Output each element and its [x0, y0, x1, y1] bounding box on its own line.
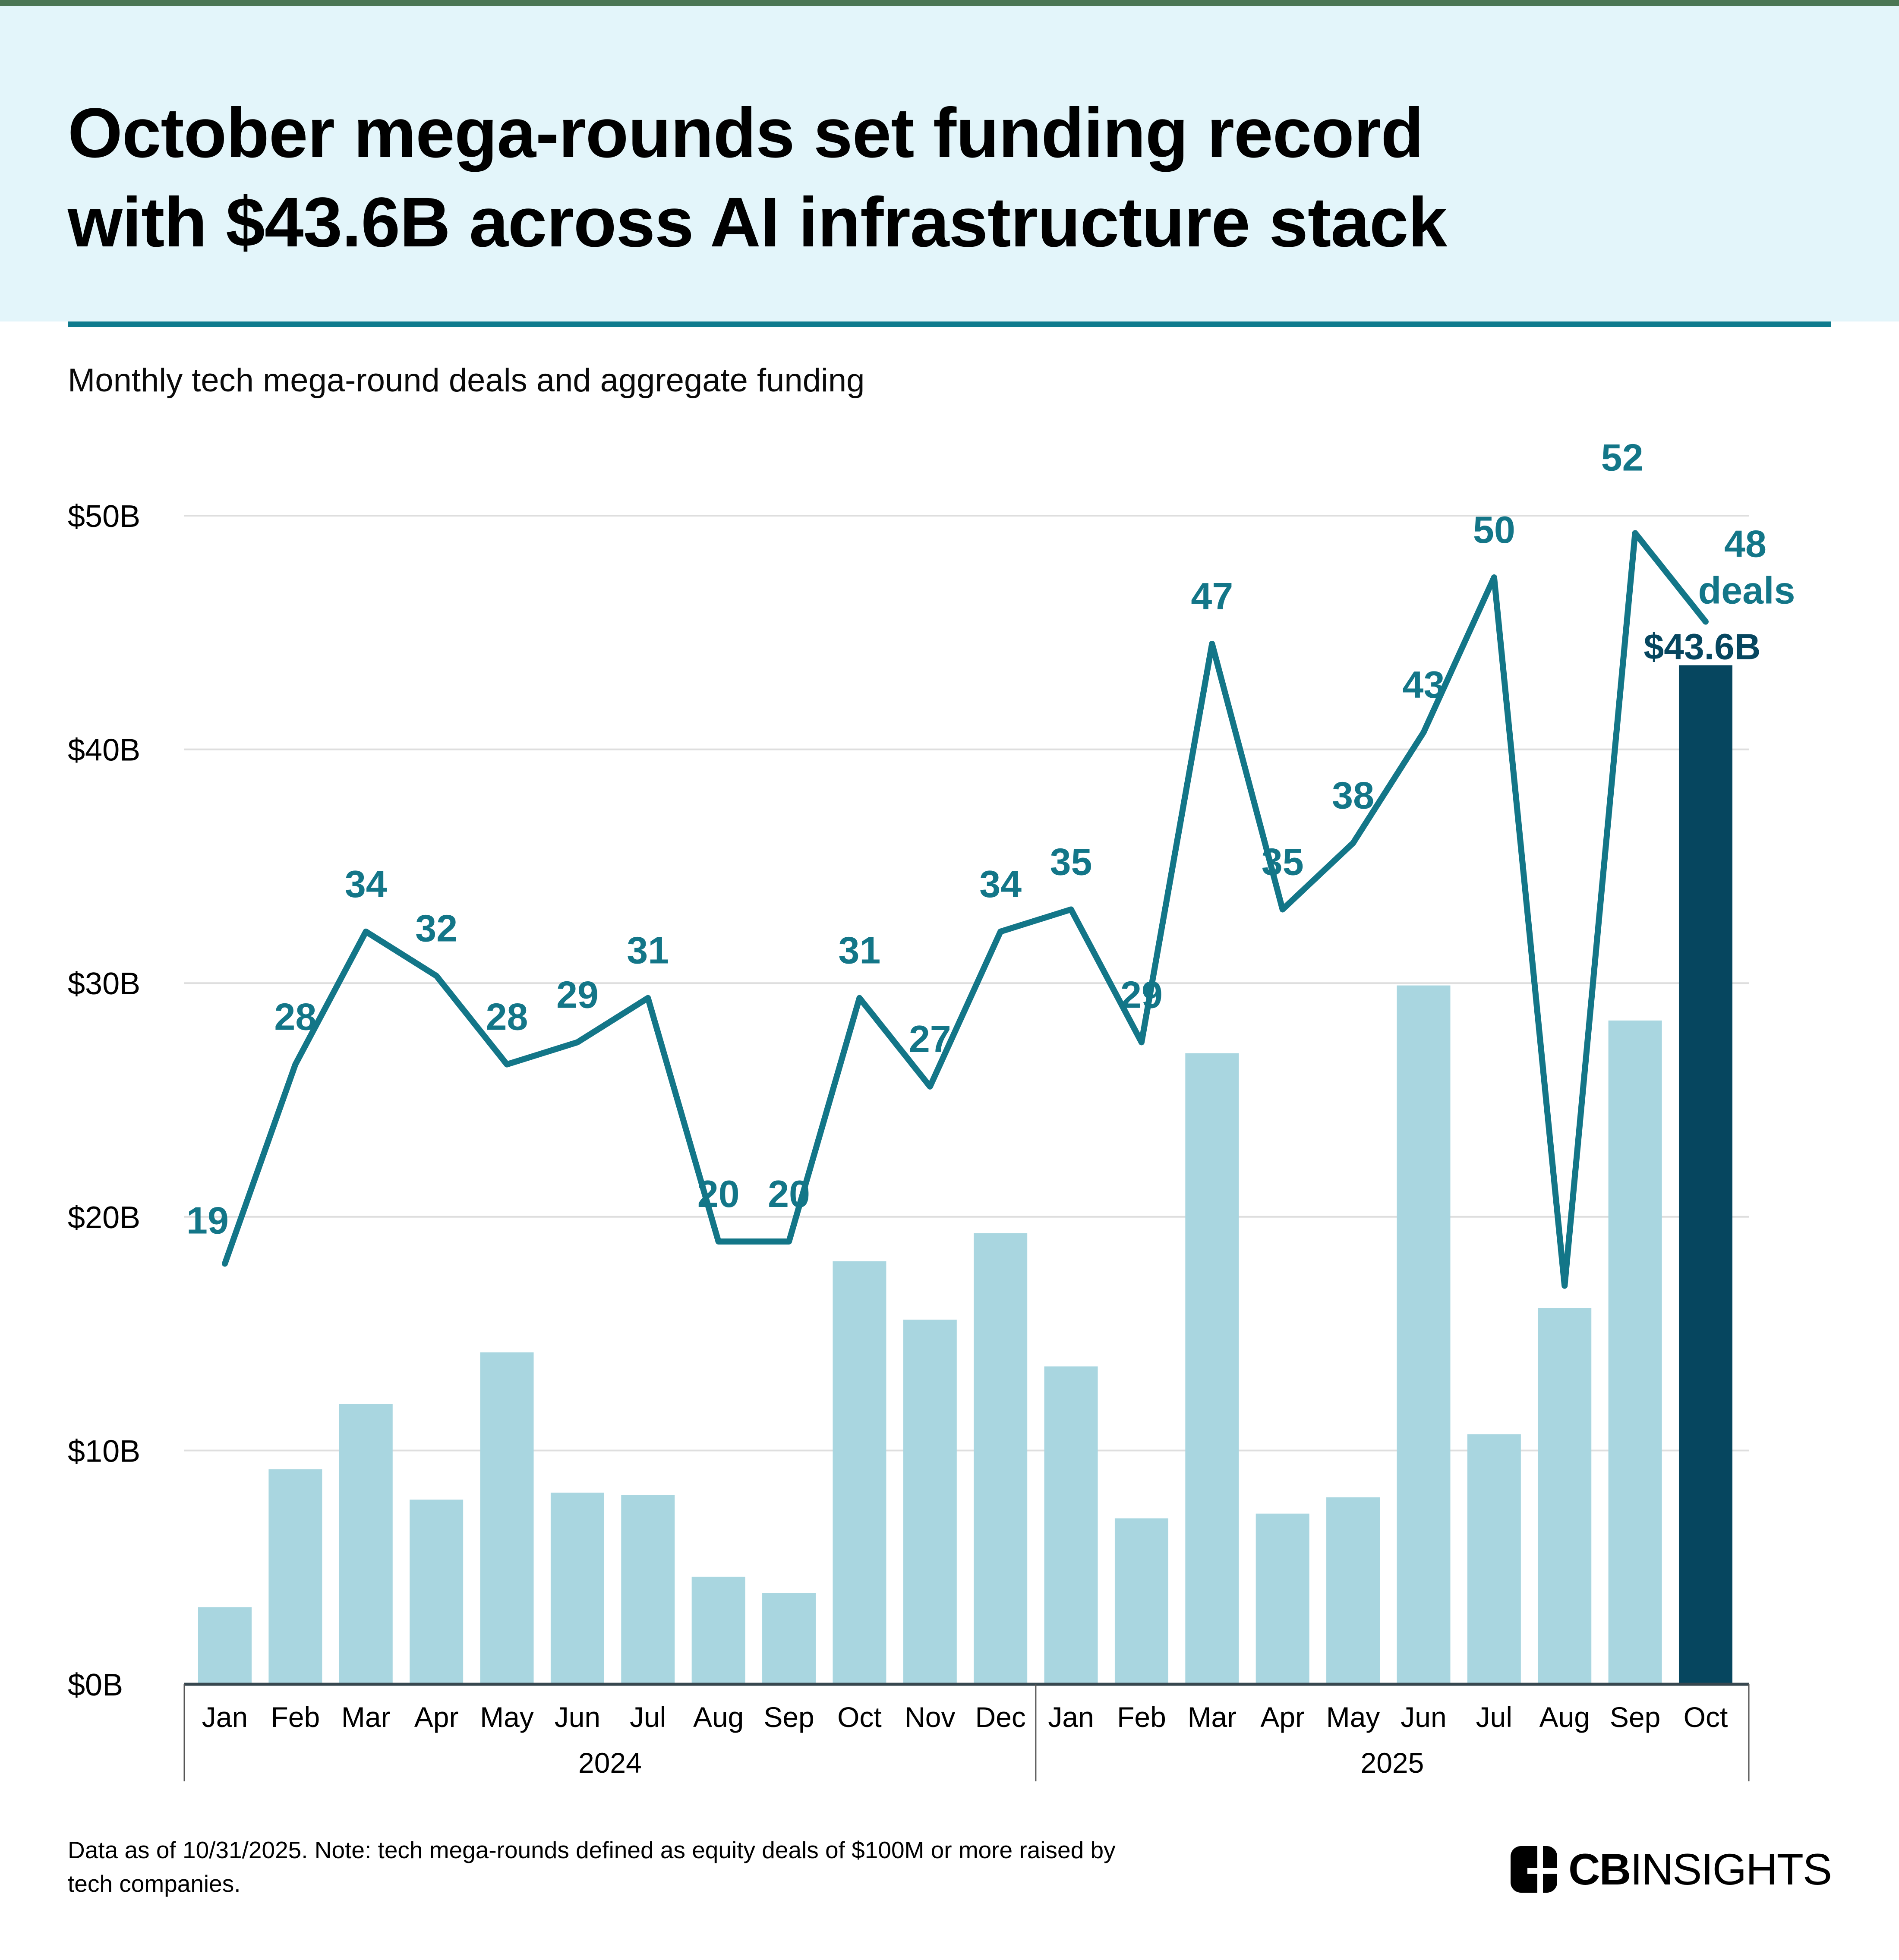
- bar-may-2025: [1326, 1497, 1380, 1684]
- bar-may-2024: [480, 1352, 534, 1684]
- bar-sep-2024: [762, 1593, 816, 1684]
- x-tick-feb-2025: Feb: [1117, 1701, 1166, 1733]
- deal-count-label-16: 38: [1332, 774, 1374, 817]
- year-label-2024: 2024: [578, 1747, 642, 1779]
- x-tick-jul-2024: Jul: [630, 1701, 666, 1733]
- footnote: Data as of 10/31/2025. Note: tech mega-r…: [68, 1833, 1116, 1900]
- y-tick-label-$50B: $50B: [68, 499, 140, 534]
- y-tick-label-$20B: $20B: [68, 1201, 140, 1235]
- x-tick-jan-2024: Jan: [202, 1701, 248, 1733]
- x-tick-may-2025: May: [1326, 1701, 1380, 1733]
- bar-jun-2025: [1397, 985, 1451, 1684]
- x-tick-aug-2025: Aug: [1539, 1701, 1590, 1733]
- deal-count-label-21: 48: [1724, 523, 1767, 565]
- page-title: October mega-rounds set funding record w…: [68, 88, 1837, 267]
- chart-subtitle: Monthly tech mega-round deals and aggreg…: [68, 362, 865, 399]
- x-tick-sep-2025: Sep: [1610, 1701, 1660, 1733]
- deal-count-label-3: 32: [415, 907, 457, 949]
- bar-apr-2024: [410, 1500, 464, 1684]
- header-divider-rule: [68, 321, 1831, 327]
- bar-mar-2025: [1185, 1053, 1239, 1684]
- logo-icon-horizontal-gap: [1527, 1868, 1557, 1874]
- bar-jan-2025: [1044, 1366, 1098, 1684]
- deal-count-label-18: 50: [1473, 508, 1515, 551]
- deal-count-label-12: 35: [1050, 841, 1092, 883]
- deal-count-label-8: 20: [768, 1172, 810, 1215]
- bar-apr-2025: [1255, 1513, 1309, 1684]
- logo-text-cb: CB: [1568, 1844, 1631, 1894]
- deal-count-label-0: 19: [186, 1199, 229, 1242]
- deal-count-label-11: 34: [979, 863, 1022, 905]
- deal-count-label-13: 29: [1120, 973, 1163, 1016]
- header-band: October mega-rounds set funding record w…: [0, 6, 1899, 321]
- deal-count-label-14: 47: [1191, 575, 1233, 618]
- deal-count-label-20: 52: [1601, 436, 1643, 479]
- deal-count-label-10: 27: [909, 1018, 951, 1060]
- footnote-line1: Data as of 10/31/2025. Note: tech mega-r…: [68, 1837, 1116, 1863]
- deal-count-label-1: 28: [274, 996, 316, 1038]
- x-tick-oct-2025: Oct: [1684, 1701, 1728, 1733]
- page-title-line1: October mega-rounds set funding record: [68, 93, 1424, 172]
- logo-text-insights: INSIGHTS: [1630, 1844, 1832, 1894]
- bar-feb-2024: [268, 1469, 322, 1684]
- bar-aug-2025: [1538, 1308, 1592, 1684]
- deal-count-label-7: 20: [697, 1172, 740, 1215]
- y-tick-label-$30B: $30B: [68, 967, 140, 1001]
- deal-count-label-2: 34: [345, 863, 387, 905]
- x-tick-mar-2025: Mar: [1187, 1701, 1237, 1733]
- x-tick-jul-2025: Jul: [1476, 1701, 1512, 1733]
- x-tick-mar-2024: Mar: [341, 1701, 391, 1733]
- x-tick-aug-2024: Aug: [693, 1701, 744, 1733]
- x-tick-dec-2024: Dec: [975, 1701, 1025, 1733]
- deal-count-label-4: 28: [486, 996, 528, 1038]
- deals-unit-label: deals: [1698, 569, 1795, 612]
- deals-line: [222, 530, 1709, 1289]
- x-tick-oct-2024: Oct: [837, 1701, 882, 1733]
- footnote-line2: tech companies.: [68, 1870, 241, 1897]
- top-accent-bar: [0, 0, 1899, 6]
- bar-dec-2024: [974, 1233, 1028, 1684]
- bar-jul-2024: [621, 1495, 675, 1684]
- deal-count-label-6: 31: [627, 929, 669, 972]
- x-tick-jan-2025: Jan: [1048, 1701, 1094, 1733]
- cbinsights-logo-icon: [1510, 1846, 1557, 1893]
- bar-feb-2025: [1114, 1518, 1168, 1684]
- x-tick-jun-2024: Jun: [555, 1701, 600, 1733]
- bar-jan-2024: [198, 1607, 252, 1684]
- page-title-line2: with $43.6B across AI infrastructure sta…: [68, 183, 1447, 262]
- cbinsights-logo-text: CB INSIGHTS: [1568, 1844, 1832, 1895]
- cbinsights-logo: CB INSIGHTS: [1510, 1843, 1832, 1895]
- year-label-2025: 2025: [1361, 1747, 1424, 1779]
- bar-oct-2024: [833, 1261, 886, 1684]
- x-tick-sep-2024: Sep: [763, 1701, 814, 1733]
- bar-jun-2024: [550, 1492, 604, 1684]
- x-tick-apr-2024: Apr: [414, 1701, 459, 1733]
- bar-aug-2024: [691, 1576, 745, 1684]
- y-tick-label-$10B: $10B: [68, 1434, 140, 1468]
- y-tick-label-$0B: $0B: [68, 1668, 123, 1702]
- deal-count-label-15: 35: [1262, 841, 1304, 883]
- x-tick-nov-2024: Nov: [905, 1701, 955, 1733]
- deal-count-label-17: 43: [1403, 663, 1445, 706]
- deal-count-label-5: 29: [556, 973, 599, 1016]
- deal-count-label-9: 31: [838, 929, 880, 972]
- highlight-bar-value-label: $43.6B: [1644, 627, 1761, 667]
- bar-oct-2025: [1678, 665, 1732, 1684]
- x-tick-apr-2025: Apr: [1260, 1701, 1305, 1733]
- bar-nov-2024: [903, 1320, 957, 1684]
- x-tick-may-2024: May: [480, 1701, 534, 1733]
- bar-mar-2024: [339, 1404, 393, 1684]
- bar-sep-2025: [1608, 1020, 1662, 1684]
- bar-jul-2025: [1467, 1434, 1521, 1684]
- y-tick-label-$40B: $40B: [68, 733, 140, 768]
- x-tick-feb-2024: Feb: [271, 1701, 320, 1733]
- x-tick-jun-2025: Jun: [1401, 1701, 1446, 1733]
